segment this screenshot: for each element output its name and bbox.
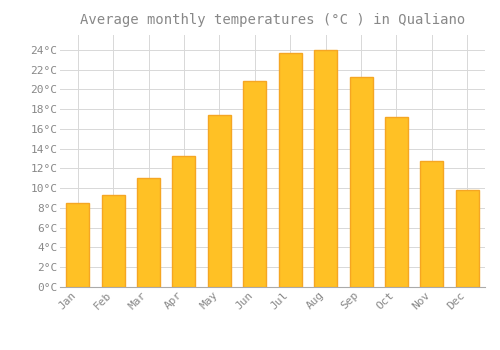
Bar	[172, 155, 196, 287]
Bar	[102, 195, 124, 287]
Bar	[314, 50, 337, 287]
Bar	[66, 203, 89, 287]
Bar	[244, 82, 266, 287]
Bar	[137, 178, 160, 287]
Bar	[350, 77, 372, 287]
Bar	[208, 115, 231, 287]
Bar	[385, 117, 408, 287]
Bar	[278, 53, 301, 287]
Title: Average monthly temperatures (°C ) in Qualiano: Average monthly temperatures (°C ) in Qu…	[80, 13, 465, 27]
Bar	[456, 190, 479, 287]
Bar	[420, 161, 444, 287]
